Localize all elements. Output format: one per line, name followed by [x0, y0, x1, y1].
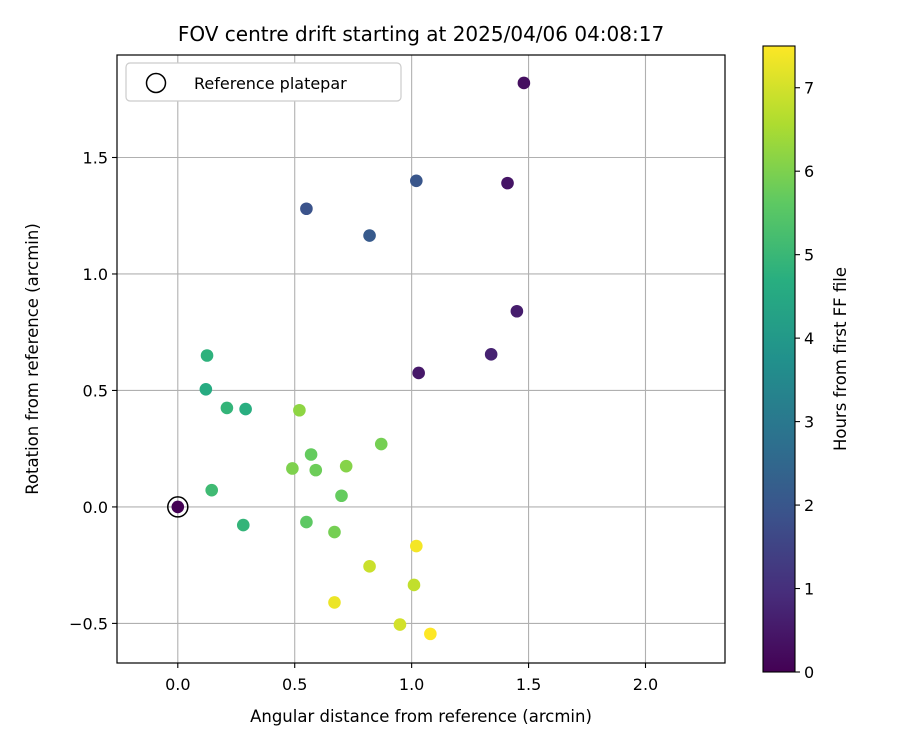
data-point [171, 500, 185, 514]
data-point [363, 229, 376, 242]
data-point [407, 578, 421, 592]
y-axis-label: Rotation from reference (arcmin) [23, 223, 42, 495]
colorbar: 0 1 2 3 4 5 6 7 Hours from first FF file [762, 45, 850, 682]
data-point [393, 618, 407, 631]
y-tick-label: 1.0 [83, 265, 108, 284]
plot-area: 0.0 0.5 1.0 1.5 2.0 −0.5 0.0 0.5 1.0 1.5 [69, 54, 726, 694]
x-tick-label: 2.0 [633, 675, 658, 694]
x-tick-label: 0.0 [165, 675, 190, 694]
data-point [300, 515, 313, 529]
x-axis-ticks: 0.0 0.5 1.0 1.5 2.0 [165, 663, 658, 694]
legend: Reference platepar [125, 62, 402, 102]
reference-platepar-marker [167, 496, 189, 518]
chart-title: FOV centre drift starting at 2025/04/06 … [178, 22, 664, 46]
data-point [220, 401, 234, 415]
data-point [412, 366, 425, 380]
x-tick-label: 1.0 [399, 675, 424, 694]
legend-label-reference: Reference platepar [194, 74, 347, 93]
colorbar-tick-label: 7 [804, 79, 814, 98]
y-tick-label: 1.5 [83, 148, 108, 167]
colorbar-ticks: 0 1 2 3 4 5 6 7 [795, 79, 814, 682]
data-point [510, 304, 524, 318]
data-points [167, 76, 531, 641]
x-axis-label: Angular distance from reference (arcmin) [250, 707, 592, 726]
data-point [205, 483, 219, 497]
data-point [328, 525, 341, 539]
data-point [309, 463, 323, 477]
data-point [363, 560, 376, 573]
data-point [410, 539, 423, 553]
colorbar-label: Hours from first FF file [831, 267, 850, 451]
data-point [236, 518, 250, 532]
data-point [339, 459, 353, 473]
data-point [200, 349, 214, 362]
colorbar-tick-label: 2 [804, 496, 814, 515]
data-point [239, 402, 252, 416]
colorbar-tick-label: 5 [804, 246, 814, 265]
data-point [328, 596, 341, 609]
colorbar-tick-label: 6 [804, 162, 814, 181]
data-point [286, 462, 299, 475]
x-tick-label: 0.5 [282, 675, 307, 694]
y-tick-label: 0.5 [83, 381, 108, 400]
y-axis-ticks: −0.5 0.0 0.5 1.0 1.5 [69, 148, 117, 633]
y-tick-label: 0.0 [83, 498, 108, 517]
x-tick-label: 1.5 [516, 675, 541, 694]
data-point [304, 448, 318, 461]
colorbar-tick-label: 1 [804, 580, 814, 599]
data-point [424, 627, 437, 641]
colorbar-tick-label: 3 [804, 413, 814, 432]
data-point [293, 403, 306, 417]
data-point [410, 174, 423, 188]
grid [117, 55, 725, 663]
colorbar-tick-label: 0 [804, 663, 814, 682]
y-tick-label: −0.5 [69, 614, 108, 633]
data-point [501, 176, 514, 190]
plot-background [117, 55, 725, 663]
data-point [374, 437, 388, 451]
colorbar-gradient [763, 46, 795, 672]
data-point [517, 76, 531, 90]
data-point [335, 489, 348, 503]
data-point [484, 348, 498, 361]
data-point [300, 202, 313, 216]
legend-marker-reference [145, 72, 167, 94]
data-point [199, 382, 213, 396]
colorbar-tick-label: 4 [804, 329, 814, 348]
legend-box [125, 62, 402, 102]
colorbar-frame [762, 45, 796, 673]
plot-frame [116, 54, 726, 664]
